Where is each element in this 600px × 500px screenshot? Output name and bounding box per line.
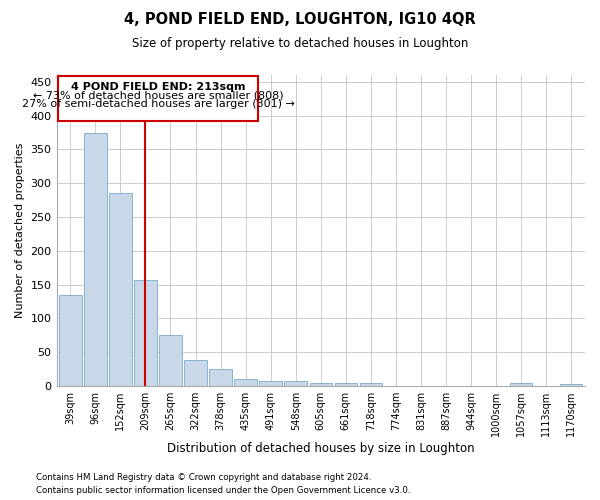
Text: 27% of semi-detached houses are larger (301) →: 27% of semi-detached houses are larger (… (22, 100, 295, 110)
Bar (284, 382, 307, 386)
Bar (159, 336, 182, 386)
FancyBboxPatch shape (58, 76, 258, 121)
Bar (209, 369, 232, 386)
Bar (109, 192, 131, 386)
Bar (59, 296, 82, 386)
Bar (84, 133, 107, 386)
Bar (134, 280, 157, 386)
Text: 4 POND FIELD END: 213sqm: 4 POND FIELD END: 213sqm (71, 82, 245, 92)
Bar (335, 384, 357, 386)
Text: 4, POND FIELD END, LOUGHTON, IG10 4QR: 4, POND FIELD END, LOUGHTON, IG10 4QR (124, 12, 476, 28)
Text: ← 73% of detached houses are smaller (808): ← 73% of detached houses are smaller (80… (32, 90, 283, 101)
Y-axis label: Number of detached properties: Number of detached properties (15, 143, 25, 318)
Bar (510, 384, 532, 386)
Bar (259, 380, 282, 386)
Text: Size of property relative to detached houses in Loughton: Size of property relative to detached ho… (132, 38, 468, 51)
X-axis label: Distribution of detached houses by size in Loughton: Distribution of detached houses by size … (167, 442, 475, 455)
Bar (235, 380, 257, 386)
Text: Contains HM Land Registry data © Crown copyright and database right 2024.: Contains HM Land Registry data © Crown c… (36, 474, 371, 482)
Text: Contains public sector information licensed under the Open Government Licence v3: Contains public sector information licen… (36, 486, 410, 495)
Bar (184, 360, 207, 386)
Bar (310, 382, 332, 386)
Bar (560, 384, 583, 386)
Bar (359, 382, 382, 386)
